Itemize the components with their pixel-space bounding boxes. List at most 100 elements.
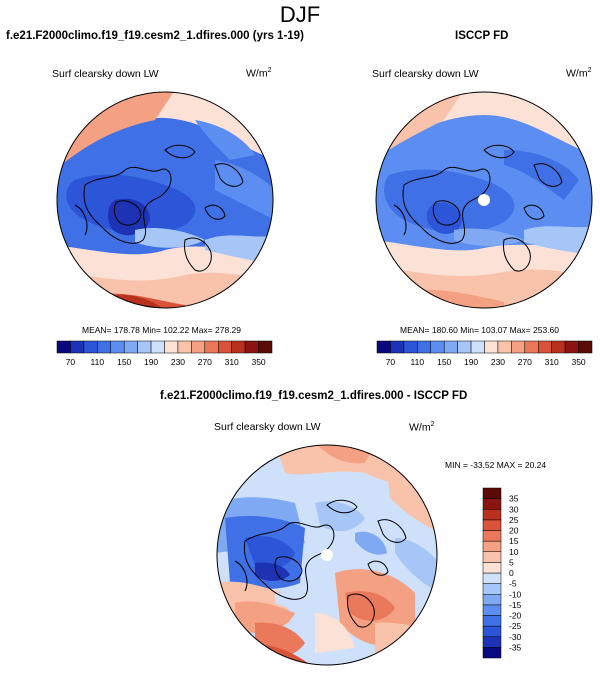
diff-colorbar-swatch (482, 498, 502, 510)
diff-stats: MIN = -33.52 MAX = 20.24 (445, 460, 547, 470)
model-colorbar-tick-label: 270 (198, 357, 212, 367)
model-colorbar-swatch (204, 340, 219, 354)
diff-colorbar-tick-label: 20 (509, 526, 519, 536)
diff-colorbar-tick-label: -25 (509, 621, 522, 631)
diff-colorbar-swatch (482, 583, 502, 595)
model-stats: MEAN= 178.78 Min= 102.22 Max= 278.29 (82, 325, 242, 335)
model-polar-map (56, 91, 274, 309)
diff-colorbar-tick-label: -30 (509, 632, 522, 642)
diff-colorbar-swatch (482, 551, 502, 563)
diff-colorbar-tick-label: 25 (509, 515, 519, 525)
diff-colorbar-swatch (482, 625, 502, 637)
diff-colorbar-tick-label: 5 (509, 557, 514, 567)
model-colorbar-swatch (123, 340, 138, 354)
obs-colorbar-tick-label: 270 (518, 357, 532, 367)
model-colorbar-tick-label: 150 (117, 357, 131, 367)
obs-colorbar-swatch (484, 340, 499, 354)
diff-colorbar-swatch (482, 540, 502, 552)
diff-colorbar-swatch (482, 636, 502, 648)
obs-colorbar-swatch (497, 340, 512, 354)
obs-colorbar-swatch (457, 340, 472, 354)
obs-colorbar-swatch (538, 340, 552, 354)
model-colorbar-tick-label: 190 (144, 357, 158, 367)
obs-panel-title: ISCCP FD (455, 30, 509, 42)
model-colorbar-swatch (137, 340, 152, 354)
diff-colorbar-swatch (482, 572, 502, 584)
season-title: DJF (279, 2, 321, 27)
model-colorbar-swatch (218, 340, 232, 354)
diff-colorbar-swatch (482, 615, 502, 627)
obs-variable-label: Surf clearsky down LW (372, 68, 479, 80)
model-panel-title: f.e21.F2000climo.f19_f19.cesm2_1.dfires.… (6, 30, 304, 42)
diff-colorbar-tick-label: -5 (509, 579, 517, 589)
diff-colorbar-swatches (482, 487, 502, 659)
model-map-fill (57, 92, 273, 308)
diff-colorbar-swatch (482, 487, 502, 499)
model-colorbar-swatch (231, 340, 246, 354)
obs-colorbar-tick-label: 110 (411, 357, 425, 367)
obs-colorbar-swatch (564, 340, 579, 354)
model-variable-label: Surf clearsky down LW (52, 68, 159, 80)
diff-colorbar-tick-label: -10 (509, 589, 522, 599)
obs-colorbar-swatch (524, 340, 539, 354)
obs-colorbar-swatch (417, 340, 431, 354)
model-colorbar-tick-label: 230 (171, 357, 185, 367)
obs-colorbar-tick-label: 310 (545, 357, 559, 367)
diff-colorbar-tick-label: 30 (509, 504, 519, 514)
diff-map-fill (217, 445, 437, 665)
obs-colorbar-tick-label: 350 (571, 357, 585, 367)
obs-colorbar-tick-label: 230 (491, 357, 505, 367)
diff-colorbar-tick-label: 10 (509, 547, 519, 557)
obs-colorbar-swatch (578, 340, 593, 354)
diff-variable-label: Surf clearsky down LW (214, 421, 321, 433)
diff-colorbar-tick-label: -35 (509, 642, 522, 652)
model-colorbar: 70 110 150 190 230 270 310 350 (56, 340, 273, 367)
model-colorbar-swatch (150, 340, 165, 354)
diff-polar-map (216, 444, 438, 666)
obs-colorbar-swatch (430, 340, 445, 354)
diff-units-label: W/m2 (409, 421, 435, 434)
obs-colorbar-tick-label: 150 (437, 357, 451, 367)
model-units-label: W/m2 (246, 67, 272, 80)
diff-colorbar-tick-label: 0 (509, 568, 514, 578)
model-colorbar-swatch (83, 340, 98, 354)
obs-units-label: W/m2 (566, 67, 592, 80)
model-colorbar-swatch (258, 340, 273, 354)
model-colorbar-swatch (56, 340, 71, 354)
obs-colorbar-swatch (470, 340, 485, 354)
diff-colorbar-tick-label: 35 (509, 494, 519, 504)
obs-stats: MEAN= 180.60 Min= 103.07 Max= 253.60 (400, 325, 560, 335)
obs-colorbar-swatches (376, 340, 593, 354)
diff-panel-title: f.e21.F2000climo.f19_f19.cesm2_1.dfires.… (160, 390, 468, 402)
model-colorbar-swatch (70, 340, 85, 354)
obs-colorbar-swatch (390, 340, 405, 354)
diff-colorbar-tick-label: -20 (509, 611, 522, 621)
diff-colorbar-swatch (482, 647, 502, 659)
obs-colorbar-swatch (376, 340, 391, 354)
obs-colorbar-tick-label: 70 (386, 357, 396, 367)
model-colorbar-swatch (110, 340, 125, 354)
obs-colorbar-tick-label: 190 (464, 357, 478, 367)
obs-colorbar-swatch (443, 340, 458, 354)
obs-colorbar: 70 110 150 190 230 270 310 350 (376, 340, 593, 367)
diff-colorbar-swatch (482, 530, 502, 542)
diff-colorbar-swatch (482, 604, 502, 616)
model-colorbar-swatches (56, 340, 273, 354)
obs-colorbar-swatch (551, 340, 566, 354)
diff-colorbar-swatch (482, 519, 502, 531)
model-colorbar-swatch (177, 340, 192, 354)
obs-colorbar-swatch (403, 340, 418, 354)
diff-pole-hole (321, 549, 333, 561)
model-colorbar-swatch (191, 340, 206, 354)
obs-colorbar-swatch (511, 340, 526, 354)
diff-colorbar-tick-label: 15 (509, 536, 519, 546)
diff-colorbar-swatch (482, 562, 502, 574)
diff-colorbar-swatch (482, 509, 502, 521)
model-colorbar-swatch (244, 340, 259, 354)
model-colorbar-tick-label: 110 (91, 357, 105, 367)
diff-colorbar-swatch (482, 594, 502, 606)
model-colorbar-swatch (97, 340, 111, 354)
obs-polar-map (375, 91, 593, 309)
